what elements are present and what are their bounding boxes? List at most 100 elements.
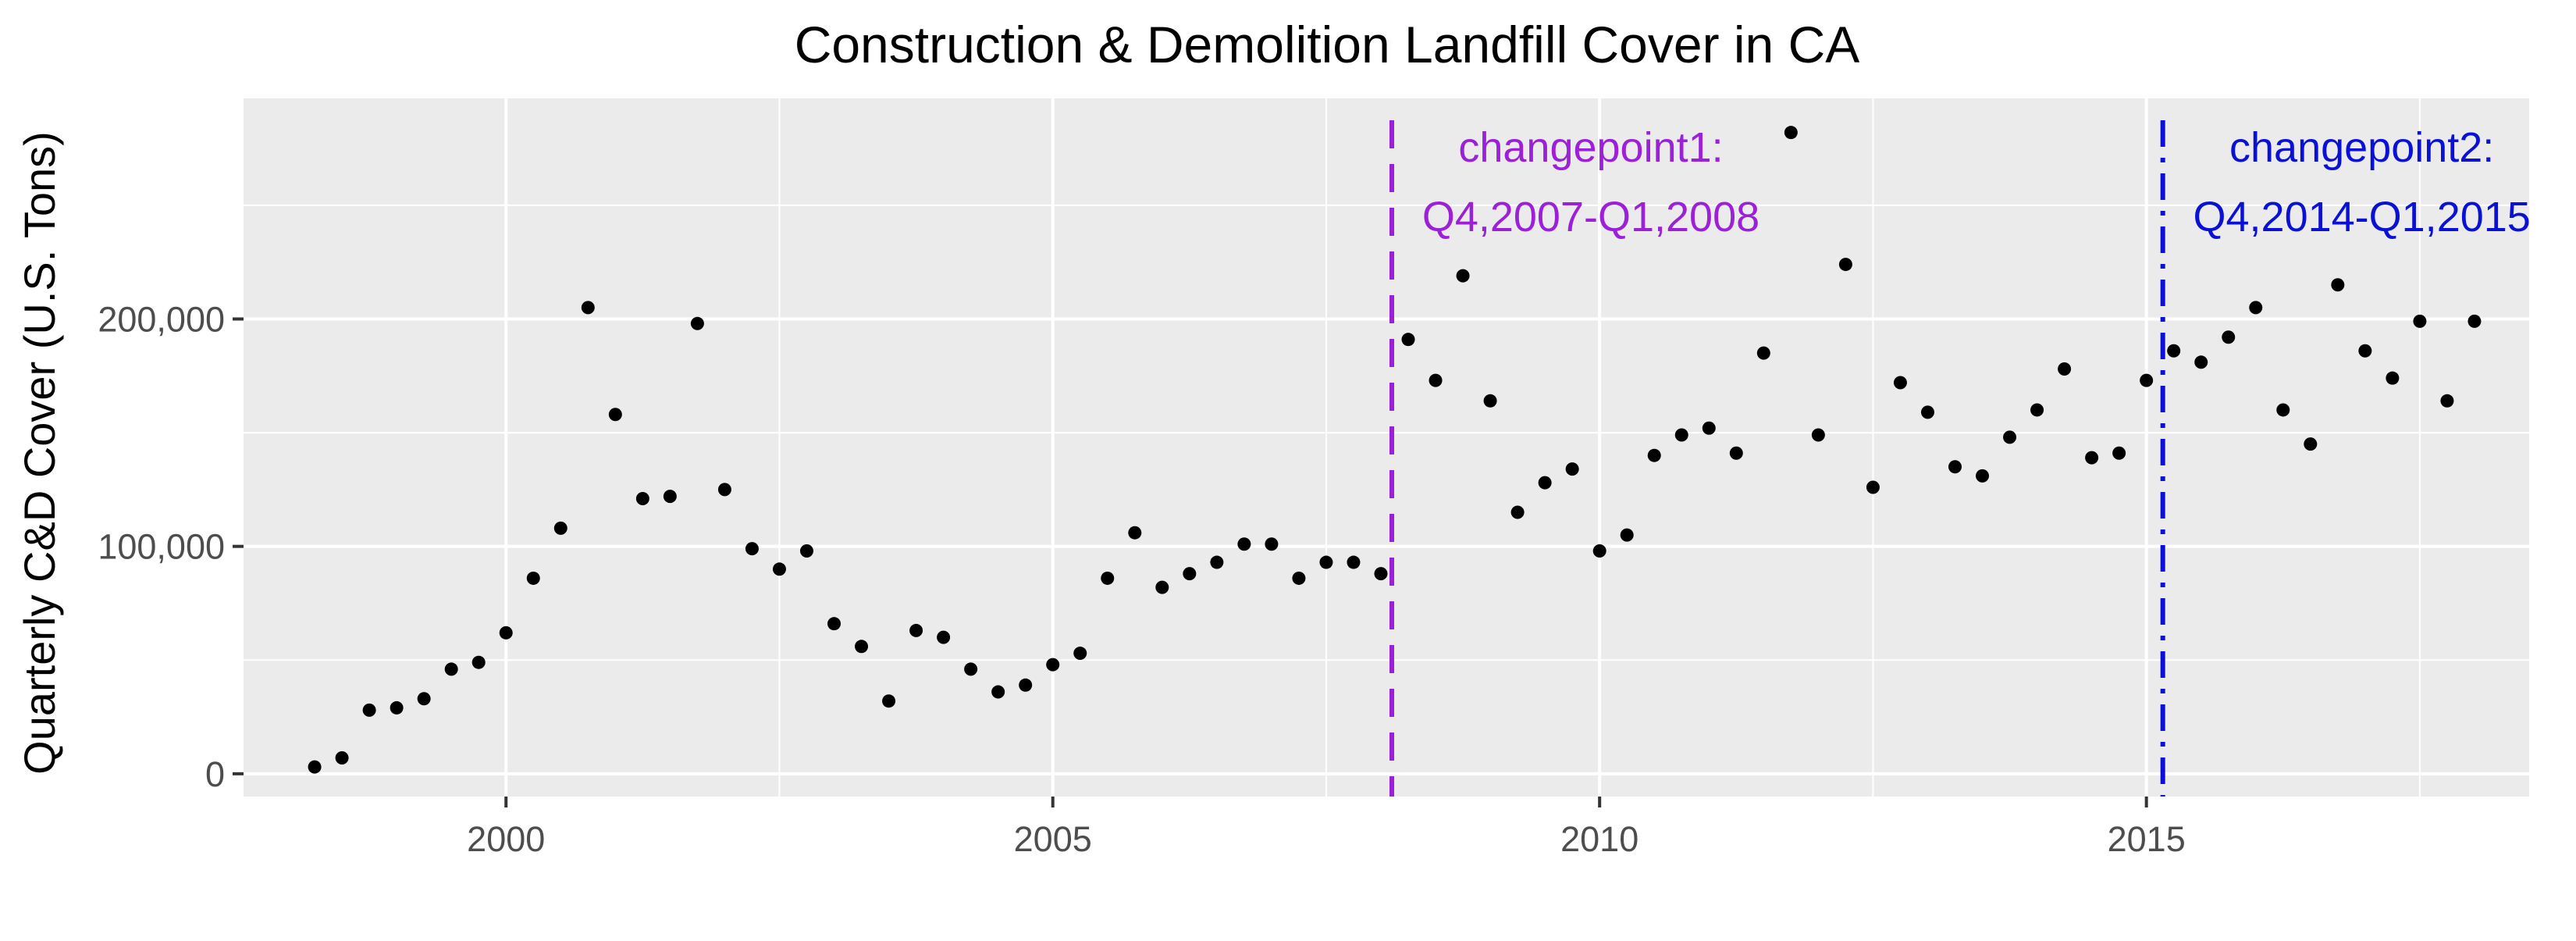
data-point bbox=[2222, 330, 2236, 344]
changepoint-label-range-1: Q4,2007-Q1,2008 bbox=[1422, 194, 1759, 241]
data-point bbox=[2194, 355, 2208, 369]
data-point bbox=[1592, 544, 1606, 558]
data-point bbox=[1101, 571, 1115, 585]
data-point bbox=[772, 562, 786, 576]
data-point bbox=[1729, 446, 1743, 460]
data-point bbox=[799, 544, 813, 558]
data-point bbox=[1784, 126, 1798, 140]
data-point bbox=[1183, 567, 1197, 581]
x-tick-label: 2010 bbox=[1560, 819, 1638, 859]
data-point bbox=[1046, 658, 1060, 672]
data-point bbox=[1948, 460, 1962, 474]
data-point bbox=[717, 483, 731, 497]
y-tick-label: 200,000 bbox=[98, 299, 225, 339]
data-point bbox=[1756, 346, 1770, 360]
axes: 0 100,000 200,000 2000 2005 2010 2015 bbox=[98, 299, 2185, 859]
data-point bbox=[2140, 373, 2154, 387]
data-point bbox=[1866, 480, 1880, 494]
data-point bbox=[2413, 314, 2427, 328]
data-point bbox=[991, 685, 1005, 699]
data-point bbox=[2440, 394, 2454, 408]
data-point bbox=[1210, 555, 1224, 569]
data-point bbox=[390, 700, 404, 715]
data-point bbox=[2276, 403, 2290, 417]
data-point bbox=[335, 750, 349, 765]
x-tick-label: 2000 bbox=[467, 819, 545, 859]
data-point bbox=[1429, 373, 1443, 387]
data-point bbox=[1319, 555, 1333, 569]
data-point bbox=[1647, 448, 1661, 462]
data-point bbox=[417, 692, 431, 706]
data-point bbox=[2331, 278, 2345, 292]
data-point bbox=[1510, 505, 1525, 519]
data-point bbox=[1838, 258, 1852, 272]
data-point bbox=[1565, 462, 1579, 476]
data-point bbox=[1265, 537, 1279, 551]
data-point bbox=[362, 703, 376, 717]
changepoint-label-title-1: changepoint1: bbox=[1458, 124, 1723, 171]
data-point bbox=[2386, 371, 2400, 385]
data-point bbox=[1483, 394, 1497, 408]
data-point bbox=[1456, 269, 1470, 283]
data-point bbox=[1128, 526, 1142, 540]
data-point bbox=[1155, 580, 1169, 594]
data-point bbox=[1374, 567, 1388, 581]
y-tick-label: 100,000 bbox=[98, 527, 225, 567]
data-point bbox=[635, 492, 649, 506]
data-point bbox=[1976, 469, 1990, 483]
x-tick-label: 2015 bbox=[2108, 819, 2186, 859]
chart-title: Construction & Demolition Landfill Cover… bbox=[795, 16, 1860, 73]
data-point bbox=[1893, 376, 1907, 390]
data-point bbox=[2358, 344, 2372, 358]
data-point bbox=[2085, 451, 2099, 465]
data-point bbox=[1538, 476, 1552, 490]
data-point bbox=[1620, 528, 1634, 542]
data-point bbox=[2058, 362, 2072, 376]
data-point bbox=[937, 630, 951, 644]
data-point bbox=[608, 408, 622, 422]
data-point bbox=[308, 760, 322, 774]
data-point bbox=[1920, 405, 1934, 419]
data-point bbox=[2167, 344, 2181, 358]
data-point bbox=[1811, 428, 1825, 442]
data-point bbox=[690, 316, 704, 330]
data-point bbox=[882, 694, 896, 708]
data-point bbox=[1401, 333, 1415, 347]
data-point bbox=[1674, 428, 1688, 442]
changepoint-labels: changepoint1: Q4,2007-Q1,2008 changepoint2… bbox=[1422, 124, 2531, 241]
data-point bbox=[2249, 301, 2263, 315]
data-point bbox=[2112, 446, 2126, 460]
data-point bbox=[2467, 314, 2482, 328]
changepoint-label-range-2: Q4,2014-Q1,2015 bbox=[2194, 194, 2531, 241]
data-point bbox=[526, 571, 540, 585]
plot-panel bbox=[244, 98, 2529, 797]
data-point bbox=[2003, 430, 2017, 444]
y-axis-title: Quarterly C&D Cover (U.S. Tons) bbox=[15, 131, 64, 775]
data-point bbox=[663, 490, 677, 504]
changepoint-label-title-2: changepoint2: bbox=[2229, 124, 2494, 171]
data-point bbox=[1237, 537, 1251, 551]
changepoint-lines bbox=[1389, 120, 2165, 797]
data-point bbox=[745, 542, 759, 556]
data-point bbox=[1073, 647, 1087, 661]
data-point bbox=[1347, 555, 1361, 569]
data-point bbox=[499, 626, 513, 640]
data-point bbox=[553, 521, 568, 535]
data-point bbox=[909, 623, 923, 637]
data-point bbox=[1019, 678, 1033, 692]
data-point bbox=[855, 640, 869, 654]
data-point bbox=[581, 301, 595, 315]
x-tick-label: 2005 bbox=[1014, 819, 1092, 859]
data-point bbox=[1292, 571, 1306, 585]
data-point bbox=[471, 655, 486, 669]
grid-lines bbox=[244, 98, 2529, 797]
data-point bbox=[2030, 403, 2044, 417]
data-point bbox=[827, 617, 841, 631]
data-point bbox=[2304, 437, 2318, 451]
data-point bbox=[1702, 421, 1716, 435]
data-point bbox=[964, 662, 978, 676]
data-points bbox=[308, 126, 2482, 774]
y-tick-label: 0 bbox=[205, 754, 225, 794]
